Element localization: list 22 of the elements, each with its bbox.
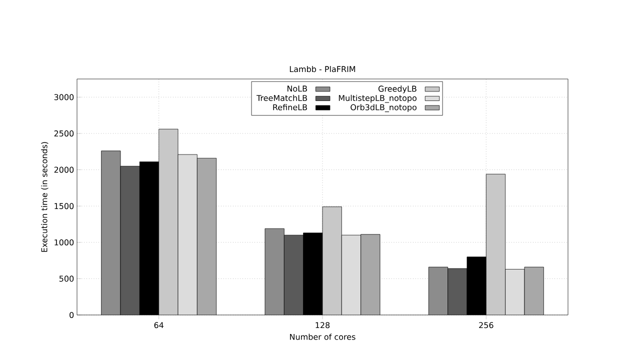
y-tick-label: 1000 [54,239,74,246]
bar [448,268,468,315]
x-axis-title: Number of cores [290,334,356,340]
legend-label: RefineLB [273,104,307,110]
legend-label: NoLB [288,86,307,92]
legend-label: Orb3dLB_notopo [350,104,417,112]
chart-title: Lambb - PlaFRIM [290,66,356,72]
bar [284,234,304,315]
bar [120,166,140,315]
y-axis-title: Execution time (in seconds) [41,142,48,252]
y-tick-label: 2500 [54,130,74,136]
x-tick-label: 256 [479,322,494,328]
x-tick-label: 64 [154,322,164,328]
y-tick-label: 0 [70,312,74,318]
y-tick-label: 1500 [54,203,74,210]
legend-label: GreedyLB [378,86,416,94]
legend-label: MultistepLB_notopo [338,94,417,103]
x-tick-label: 128 [316,322,330,328]
y-tick-label: 500 [59,276,74,282]
legend-label: TreeMatchLB [256,94,307,102]
y-tick-label: 3000 [54,94,74,100]
y-tick-label: 2000 [54,166,74,173]
